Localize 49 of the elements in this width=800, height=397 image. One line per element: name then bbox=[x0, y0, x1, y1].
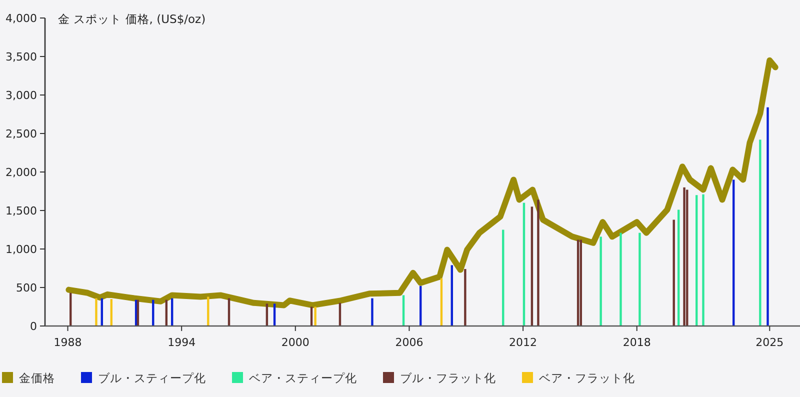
bar bbox=[580, 240, 582, 326]
bar bbox=[696, 195, 698, 326]
bar bbox=[600, 236, 602, 326]
bar bbox=[450, 265, 454, 326]
bar bbox=[537, 200, 540, 326]
x-tick-label: 2000 bbox=[281, 336, 310, 349]
bar bbox=[766, 107, 769, 326]
bar bbox=[402, 295, 405, 326]
bar bbox=[464, 269, 466, 326]
x-tick-label: 2006 bbox=[395, 336, 424, 349]
y-tick-label: 0 bbox=[30, 320, 37, 333]
bar bbox=[686, 190, 688, 326]
legend-label: ベア・スティープ化 bbox=[249, 371, 357, 385]
x-tick-label: 1988 bbox=[54, 336, 82, 349]
bar bbox=[672, 220, 675, 326]
x-tick-label: 2025 bbox=[756, 336, 784, 349]
y-tick-label: 3,000 bbox=[6, 89, 37, 102]
bar bbox=[420, 286, 422, 326]
bar bbox=[677, 210, 680, 326]
x-tick-label: 1994 bbox=[168, 336, 196, 349]
bar bbox=[95, 298, 98, 326]
bar bbox=[759, 140, 762, 326]
y-tick-label: 4,000 bbox=[6, 12, 37, 25]
bar bbox=[502, 230, 504, 326]
bar bbox=[732, 180, 735, 326]
legend-label: 金価格 bbox=[19, 371, 55, 385]
bar bbox=[576, 240, 580, 326]
bar bbox=[207, 296, 210, 326]
bar bbox=[702, 194, 704, 326]
bar bbox=[638, 232, 641, 326]
bar bbox=[314, 306, 316, 326]
bar bbox=[620, 232, 622, 326]
x-tick-label: 2012 bbox=[509, 336, 538, 349]
y-tick-label: 2,500 bbox=[6, 128, 37, 140]
x-tick-label: 2018 bbox=[622, 336, 651, 349]
legend-label: ブル・フラット化 bbox=[400, 371, 496, 385]
bar bbox=[440, 278, 443, 326]
y-tick-label: 1,000 bbox=[6, 243, 37, 256]
bar bbox=[371, 298, 374, 326]
y-tick-label: 3,500 bbox=[6, 50, 37, 64]
y-axis-title: 金 スポット 価格, (US$/oz) bbox=[58, 12, 206, 26]
bar bbox=[522, 202, 526, 326]
y-tick-label: 1,500 bbox=[6, 204, 37, 218]
y-tick-label: 500 bbox=[16, 282, 37, 294]
bar bbox=[530, 206, 534, 326]
legend-label: ブル・スティープ化 bbox=[98, 371, 206, 385]
bar bbox=[683, 187, 686, 326]
y-tick-label: 2,000 bbox=[6, 166, 37, 179]
legend-label: ベア・フラット化 bbox=[539, 371, 635, 385]
